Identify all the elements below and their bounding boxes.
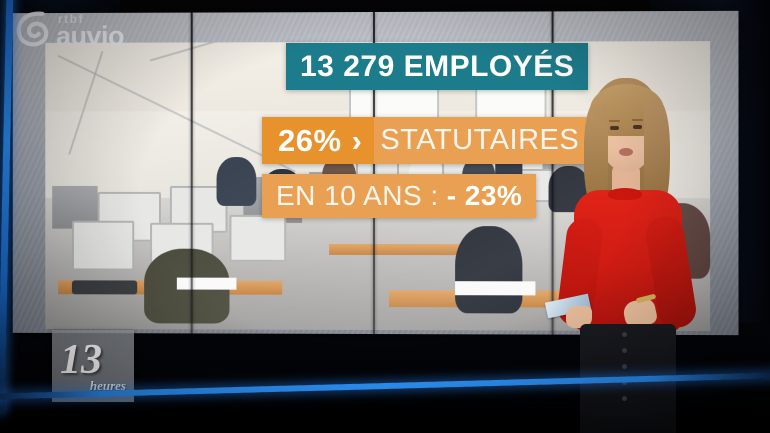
photo-desk-phone <box>71 280 138 295</box>
presenter-eyebrow <box>632 119 643 121</box>
presenter-eye <box>610 126 619 130</box>
photo-monitor <box>229 214 287 262</box>
ten-year-label: EN 10 ANS : <box>276 180 439 211</box>
headline-text: 13 279 EMPLOYÉS <box>300 49 575 83</box>
headline-banner: 13 279 EMPLOYÉS <box>286 43 589 90</box>
presenter <box>544 78 699 433</box>
presenter-skirt-button <box>622 332 627 337</box>
photo-worker <box>455 226 523 314</box>
photo-monitor <box>71 220 135 271</box>
photo-papers <box>176 277 237 290</box>
program-bug-number: 13 <box>60 337 102 383</box>
presenter-hand-left <box>566 306 592 328</box>
rtbf-wordmark: rtbf <box>58 12 84 26</box>
presenter-skirt-button <box>622 364 627 369</box>
photo-worker <box>216 157 257 207</box>
presenter-eyebrow <box>609 120 620 122</box>
presenter-skirt-button <box>622 348 627 353</box>
photo-desk <box>328 243 463 256</box>
rtbf-swirl-icon <box>16 11 49 47</box>
photo-papers <box>455 281 536 296</box>
statutaires-banner: 26% › STATUTAIRES <box>262 117 594 164</box>
presenter-collar <box>608 188 642 200</box>
ten-year-trend-banner: EN 10 ANS : - 23% <box>262 174 537 218</box>
statutaires-label: STATUTAIRES <box>374 117 594 164</box>
chevron-right-icon: › <box>351 117 375 164</box>
ten-year-value: - 23% <box>446 180 523 211</box>
presenter-skirt-button <box>622 396 627 401</box>
rtbf-auvio-logo: rtbf auvio <box>14 6 164 52</box>
auvio-wordmark: auvio <box>56 21 125 51</box>
statutaires-percent: 26% <box>262 117 352 164</box>
wall-panel-seam <box>190 12 193 334</box>
presenter-eye <box>633 125 642 129</box>
presenter-mouth <box>619 148 633 156</box>
